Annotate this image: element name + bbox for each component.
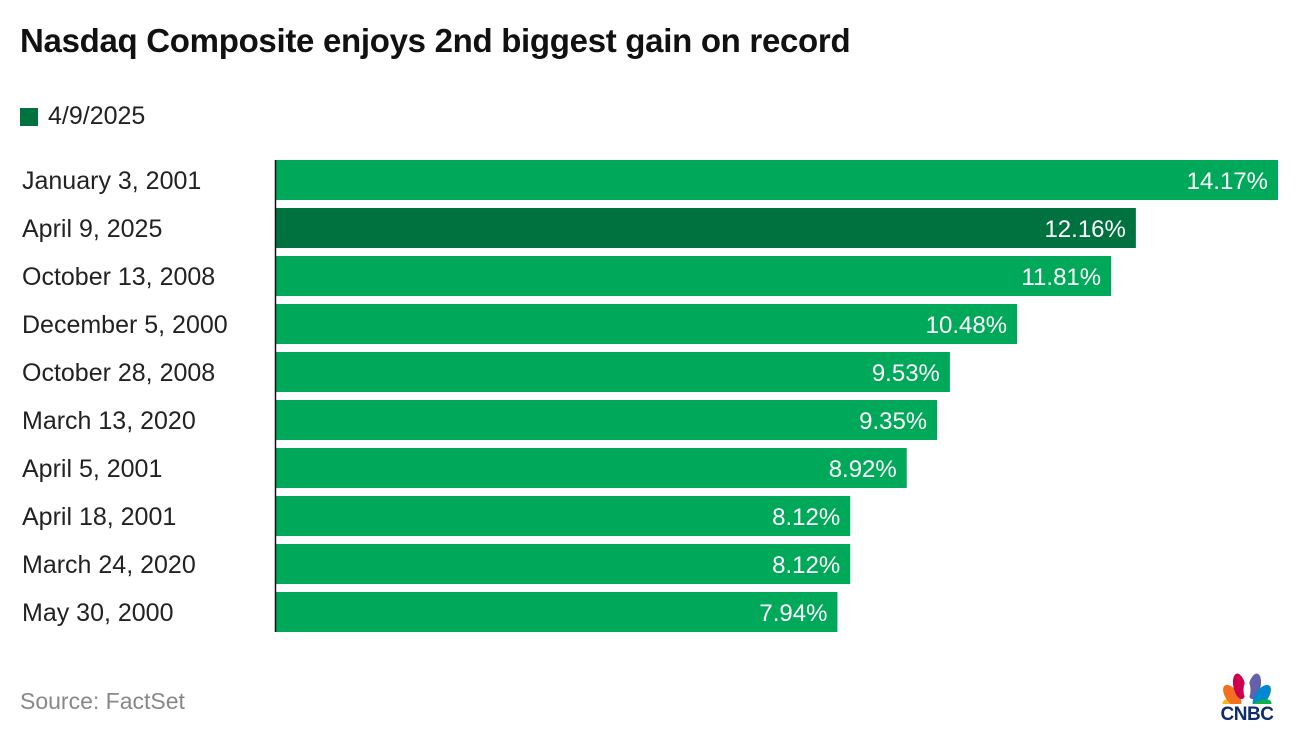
- value-label: 11.81%: [1021, 264, 1101, 291]
- nbc-peacock-icon: [1222, 673, 1272, 717]
- bar-chart: January 3, 2001 14.17% April 9, 2025 12.16%…: [22, 160, 1278, 632]
- bar: [276, 448, 907, 488]
- chart-title: Nasdaq Composite enjoys 2nd biggest gain…: [20, 22, 851, 59]
- bar: [276, 352, 950, 392]
- category-label: April 5, 2001: [22, 455, 162, 483]
- value-label: 12.16%: [1044, 216, 1125, 243]
- category-label: January 3, 2001: [22, 167, 201, 195]
- category-label: April 9, 2025: [22, 215, 162, 243]
- value-label: 9.53%: [872, 360, 940, 387]
- legend: 4/9/2025: [20, 102, 145, 131]
- category-label: March 13, 2020: [22, 407, 196, 435]
- bar: [276, 496, 851, 536]
- bar: [276, 400, 938, 440]
- bar: [276, 544, 851, 584]
- bar: [276, 160, 1278, 200]
- bar: [276, 256, 1112, 296]
- cnbc-logo-text: CNBC: [1220, 704, 1274, 725]
- value-label: 9.35%: [859, 408, 927, 435]
- legend-label: 4/9/2025: [48, 102, 146, 130]
- value-label: 8.92%: [829, 456, 897, 483]
- value-label: 10.48%: [926, 312, 1007, 339]
- cnbc-logo: CNBC: [1214, 668, 1280, 732]
- legend-swatch: [20, 107, 38, 126]
- bar: [276, 208, 1136, 248]
- value-label: 7.94%: [759, 600, 827, 627]
- category-label: April 18, 2001: [22, 503, 176, 531]
- bar: [276, 304, 1018, 344]
- value-label: 14.17%: [1187, 168, 1268, 195]
- value-label: 8.12%: [772, 552, 840, 579]
- category-label: March 24, 2020: [22, 551, 196, 579]
- category-label: October 13, 2008: [22, 263, 215, 291]
- bar: [276, 592, 838, 632]
- value-label: 8.12%: [772, 504, 840, 531]
- category-label: May 30, 2000: [22, 599, 174, 627]
- category-label: October 28, 2008: [22, 359, 215, 387]
- source-note: Source: FactSet: [20, 688, 185, 714]
- category-label: December 5, 2000: [22, 311, 228, 339]
